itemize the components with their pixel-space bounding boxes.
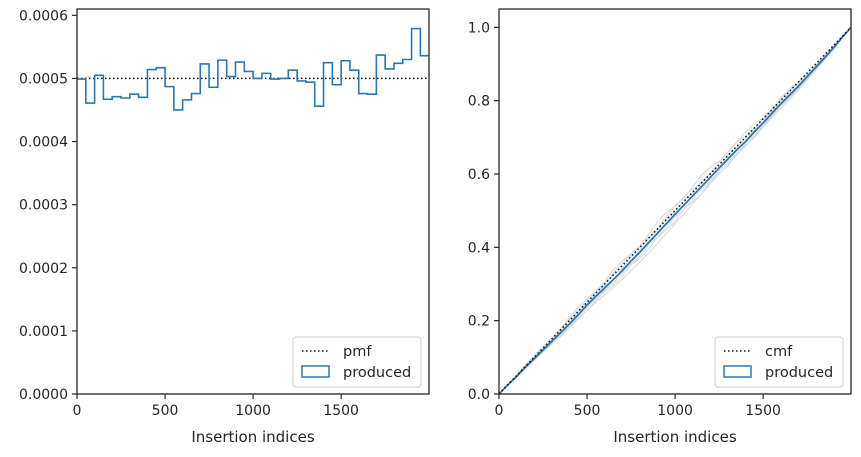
right-y-tick-label: 1.0 bbox=[468, 20, 490, 36]
left-y-tick-label: 0.0003 bbox=[19, 198, 68, 214]
right-y-tick-label: 0.6 bbox=[468, 167, 490, 183]
legend-produced-label-right: produced bbox=[765, 365, 833, 381]
left-x-tick-label: 1000 bbox=[235, 403, 271, 419]
pmf-histogram-panel: 0 500 1000 1500 0.0000 0.0001 0.0002 0.0003 0.00… bbox=[19, 8, 430, 446]
left-y-tick-label: 0.0001 bbox=[19, 324, 68, 340]
right-x-tick-label: 1500 bbox=[745, 403, 781, 419]
right-y-tick-label: 0.0 bbox=[468, 387, 490, 403]
produced-histogram-step bbox=[77, 27, 429, 111]
right-legend: cmf produced bbox=[714, 336, 844, 388]
left-x-tick-label: 0 bbox=[73, 403, 82, 419]
left-y-tick-label: 0.0004 bbox=[19, 135, 68, 151]
cmf-panel: 0 500 1000 1500 0.0 0.2 0.4 0.6 0.8 1.0 Insertion… bbox=[468, 8, 852, 446]
legend-produced-swatch bbox=[301, 365, 330, 378]
right-x-axis-label: Insertion indices bbox=[613, 428, 736, 446]
cmf-reference-line bbox=[498, 26, 852, 395]
variation-band-line bbox=[498, 26, 852, 395]
right-x-tick-label: 0 bbox=[495, 403, 504, 419]
left-y-tick-label: 0.0005 bbox=[19, 71, 68, 87]
legend-pmf-label: pmf bbox=[343, 344, 372, 360]
produced-cumulative-line bbox=[498, 26, 852, 395]
right-x-tick-label: 1000 bbox=[657, 403, 693, 419]
left-x-tick-label: 1500 bbox=[323, 403, 359, 419]
right-x-tick-label: 500 bbox=[574, 403, 601, 419]
variation-band-line bbox=[498, 27, 852, 395]
left-legend-box bbox=[292, 336, 422, 388]
right-y-tick-label: 0.8 bbox=[468, 94, 490, 110]
left-y-tick-label: 0.0006 bbox=[19, 8, 68, 24]
left-x-tick-label: 500 bbox=[152, 403, 179, 419]
right-y-tick-label: 0.4 bbox=[468, 240, 490, 256]
left-x-axis-label: Insertion indices bbox=[191, 428, 314, 446]
left-y-tick-label: 0.0002 bbox=[19, 261, 68, 277]
left-y-tick-label: 0.0000 bbox=[19, 387, 68, 403]
legend-produced-swatch-right bbox=[723, 365, 752, 378]
right-y-tick-label: 0.2 bbox=[468, 314, 490, 330]
right-axes-frame bbox=[498, 8, 852, 395]
right-legend-box bbox=[714, 336, 844, 388]
left-legend: pmf produced bbox=[292, 336, 422, 388]
variation-band-line bbox=[498, 27, 852, 395]
legend-produced-label: produced bbox=[343, 365, 411, 381]
legend-cmf-label: cmf bbox=[765, 344, 793, 360]
